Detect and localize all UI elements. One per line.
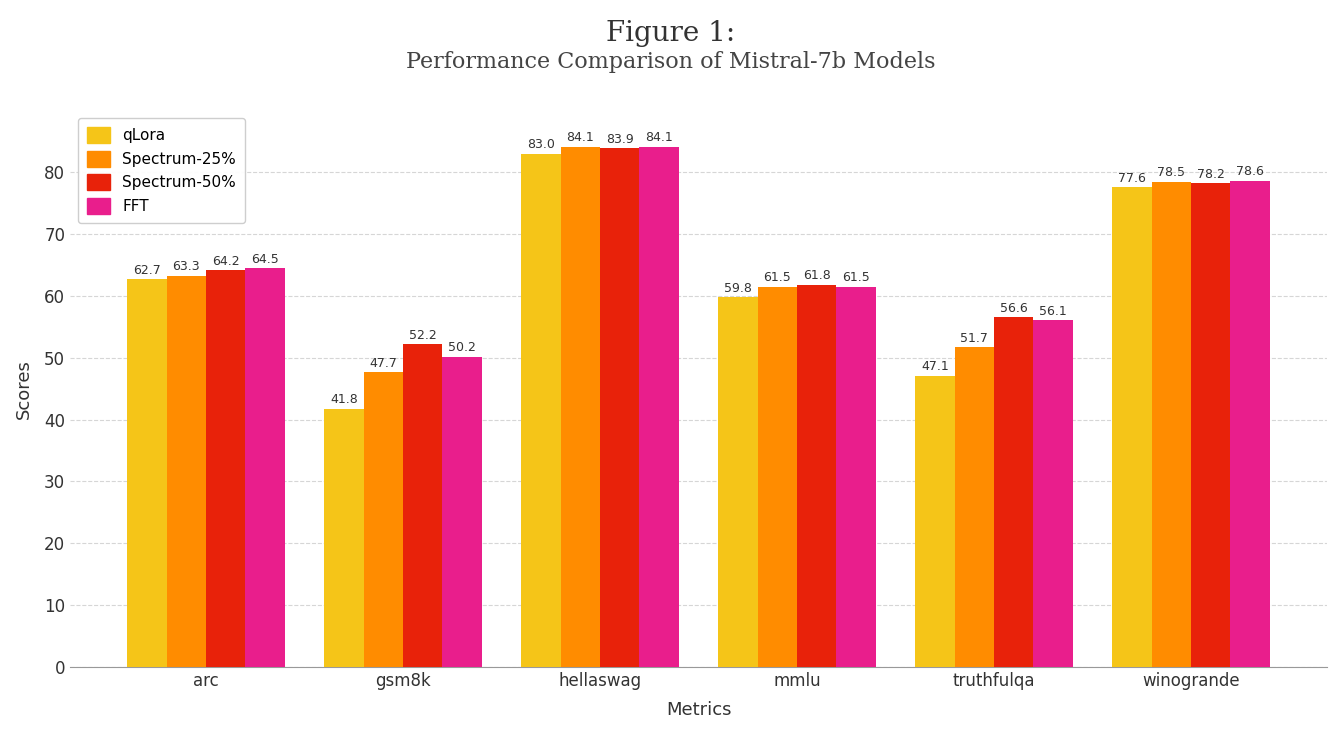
Bar [364, 372, 403, 667]
Text: 83.9: 83.9 [605, 133, 633, 145]
Text: 84.1: 84.1 [646, 131, 674, 145]
Text: 51.7: 51.7 [961, 332, 988, 345]
Bar [994, 317, 1033, 667]
Bar [1151, 181, 1192, 667]
Bar [521, 153, 561, 667]
Bar [561, 147, 600, 667]
Bar [403, 344, 443, 667]
Text: 59.8: 59.8 [725, 282, 752, 295]
Text: 78.2: 78.2 [1197, 168, 1225, 181]
Text: 56.6: 56.6 [1000, 302, 1028, 314]
Bar [639, 147, 679, 667]
Y-axis label: Scores: Scores [15, 359, 34, 418]
Bar [718, 297, 758, 667]
Bar [246, 268, 285, 667]
Text: Performance Comparison of Mistral-7b Models: Performance Comparison of Mistral-7b Mod… [407, 51, 935, 73]
Text: 41.8: 41.8 [330, 393, 358, 406]
Text: 52.2: 52.2 [409, 329, 436, 342]
Bar [1113, 187, 1151, 667]
Text: 56.1: 56.1 [1039, 305, 1067, 318]
Text: 61.8: 61.8 [803, 269, 831, 283]
Bar [443, 357, 482, 667]
Bar [836, 287, 876, 667]
Bar [1033, 320, 1072, 667]
Bar [1192, 184, 1231, 667]
Text: 83.0: 83.0 [527, 138, 554, 151]
Text: 47.7: 47.7 [369, 357, 397, 369]
Text: 64.2: 64.2 [212, 255, 239, 267]
Bar [127, 279, 166, 667]
Text: 61.5: 61.5 [764, 271, 792, 284]
Text: 78.5: 78.5 [1157, 166, 1185, 179]
Text: 61.5: 61.5 [843, 271, 870, 284]
Text: 47.1: 47.1 [921, 360, 949, 374]
Text: 62.7: 62.7 [133, 264, 161, 277]
Bar [954, 347, 994, 667]
Text: 50.2: 50.2 [448, 341, 476, 354]
Text: Figure 1:: Figure 1: [607, 20, 735, 46]
Bar [207, 270, 246, 667]
Text: 78.6: 78.6 [1236, 165, 1264, 178]
Bar [166, 275, 207, 667]
Bar [1231, 181, 1270, 667]
Text: 84.1: 84.1 [566, 131, 595, 145]
Text: 77.6: 77.6 [1118, 172, 1146, 185]
Bar [325, 409, 364, 667]
Bar [797, 285, 836, 667]
Text: 63.3: 63.3 [173, 260, 200, 273]
Text: 64.5: 64.5 [251, 252, 279, 266]
Bar [600, 148, 639, 667]
X-axis label: Metrics: Metrics [666, 701, 731, 719]
Bar [758, 287, 797, 667]
Legend: qLora, Spectrum-25%, Spectrum-50%, FFT: qLora, Spectrum-25%, Spectrum-50%, FFT [78, 118, 246, 223]
Bar [915, 376, 954, 667]
